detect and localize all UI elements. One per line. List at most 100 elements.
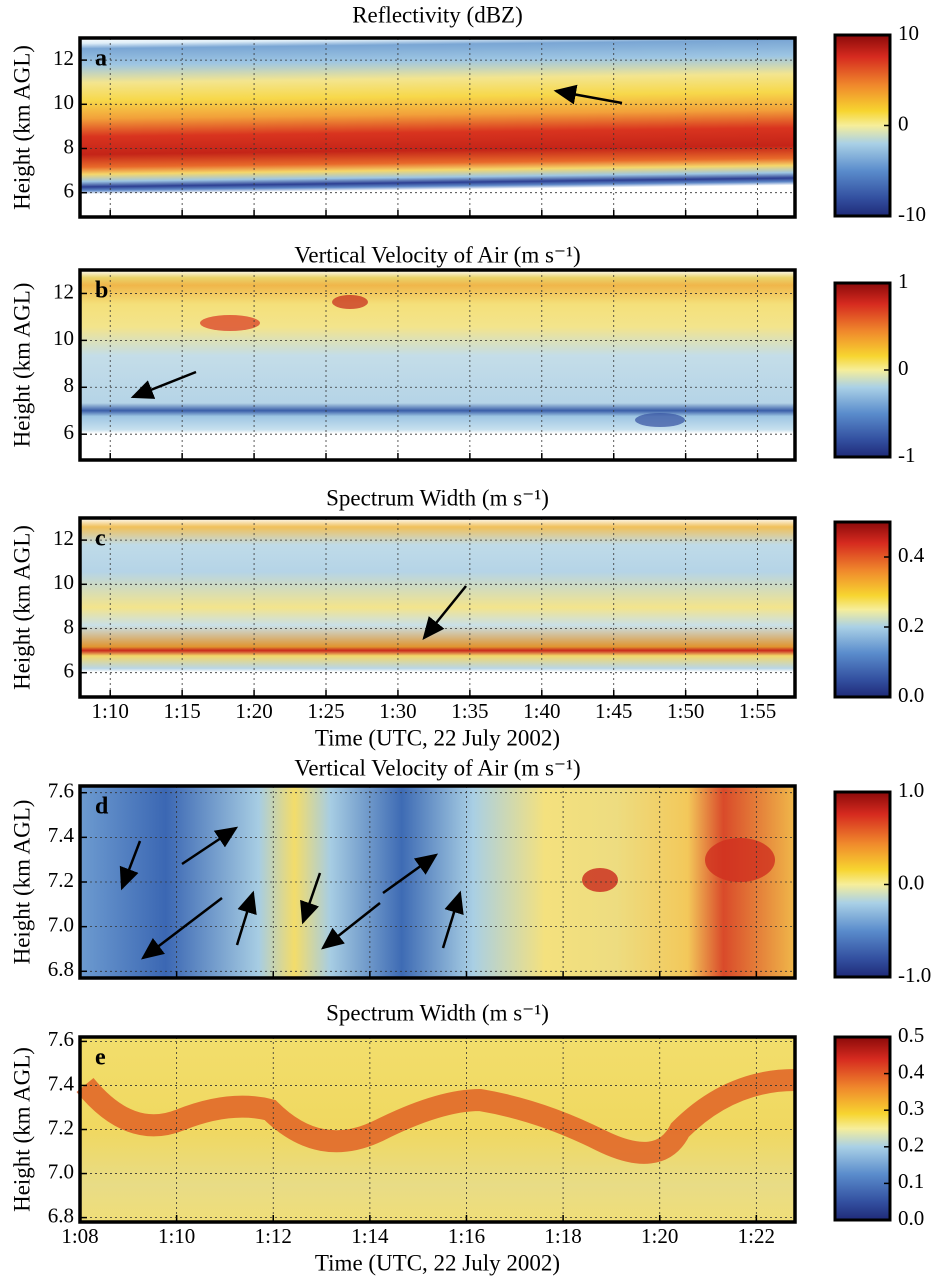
panel-title: Spectrum Width (m s⁻¹) — [326, 485, 549, 510]
y-tick-label: 10 — [53, 90, 74, 114]
y-tick-label: 7.2 — [48, 1115, 74, 1139]
colorbar-tick-label: -1.0 — [898, 963, 931, 987]
arrow — [181, 826, 239, 866]
colorbar-tick-label: 1 — [898, 269, 909, 293]
panel-title: Spectrum Width (m s⁻¹) — [326, 1000, 549, 1025]
colorbar — [833, 281, 892, 459]
y-tick-label: 7.4 — [48, 1071, 75, 1095]
x-tick-label: 1:35 — [451, 699, 488, 723]
colorbar-tick-label: 10 — [898, 21, 919, 45]
arrow — [441, 890, 464, 949]
x-tick-label: 1:40 — [523, 699, 560, 723]
colorbar-tick-label: 0 — [898, 111, 909, 135]
colorbar-tick-label: 0.0 — [898, 683, 924, 707]
y-tick-label: 8 — [64, 614, 75, 638]
colorbar-tick-label: 1.0 — [898, 778, 924, 802]
y-tick-label: 7.6 — [48, 779, 74, 803]
y-tick-label: 6 — [64, 420, 75, 444]
heatmap-field — [332, 295, 368, 309]
x-tick-label: 1:16 — [448, 1224, 485, 1248]
y-tick-label: 12 — [53, 46, 74, 70]
panel-title: Reflectivity (dBZ) — [352, 2, 523, 27]
x-tick-label: 1:22 — [738, 1224, 775, 1248]
colorbar — [833, 520, 892, 699]
arrow — [119, 840, 142, 891]
y-tick-label: 6.8 — [48, 957, 74, 981]
x-tick-label: 1:08 — [61, 1224, 98, 1248]
panel-title: Vertical Velocity of Air (m s⁻¹) — [294, 242, 580, 267]
colorbar-tick-label: 0.5 — [898, 1023, 924, 1047]
y-tick-label: 7.0 — [48, 1159, 74, 1183]
y-tick-label: 6 — [64, 659, 75, 683]
x-tick-label: 1:50 — [667, 699, 704, 723]
x-axis-label: Time (UTC, 22 July 2002) — [315, 1250, 560, 1275]
heatmap-field — [80, 38, 795, 217]
panel-label: b — [95, 278, 108, 304]
colorbar — [833, 790, 892, 979]
heatmap-field — [80, 518, 795, 697]
colorbar — [833, 33, 892, 218]
x-axis-label: Time (UTC, 22 July 2002) — [315, 725, 560, 750]
arrow — [235, 890, 257, 946]
arrow — [382, 853, 439, 895]
y-tick-label: 6.8 — [48, 1203, 74, 1227]
y-tick-label: 7.2 — [48, 868, 74, 892]
x-tick-label: 1:45 — [595, 699, 632, 723]
colorbar-tick-label: 0.4 — [898, 1059, 925, 1083]
y-tick-label: 10 — [53, 326, 74, 350]
x-tick-label: 1:20 — [235, 699, 272, 723]
y-tick-label: 12 — [53, 526, 74, 550]
colorbar-tick-label: 0.0 — [898, 1206, 924, 1230]
y-tick-label: 7.0 — [48, 912, 74, 936]
heatmap-field — [582, 868, 618, 892]
x-tick-label: 1:10 — [158, 1224, 195, 1248]
arrow — [422, 585, 467, 640]
y-axis-label: Height (km AGL) — [9, 1047, 34, 1212]
panel-label: d — [95, 794, 109, 820]
y-axis-label: Height (km AGL) — [9, 800, 34, 965]
heatmap-field — [635, 413, 685, 427]
colorbar — [833, 1035, 892, 1222]
x-tick-label: 1:25 — [307, 699, 344, 723]
panel-label: a — [95, 46, 107, 72]
heatmap-field — [80, 270, 795, 460]
y-axis-label: Height (km AGL) — [9, 45, 34, 210]
x-tick-label: 1:14 — [351, 1224, 389, 1248]
y-tick-label: 7.6 — [48, 1027, 74, 1051]
colorbar-tick-label: -10 — [898, 202, 926, 226]
x-tick-label: 1:55 — [739, 699, 776, 723]
y-tick-label: 12 — [53, 279, 74, 303]
colorbar-tick-label: 0.2 — [898, 613, 924, 637]
y-tick-label: 8 — [64, 134, 75, 158]
panel-label: e — [95, 1045, 106, 1071]
arrows — [119, 84, 623, 960]
x-tick-label: 1:20 — [641, 1224, 678, 1248]
x-tick-label: 1:15 — [163, 699, 200, 723]
arrow — [130, 370, 197, 399]
x-tick-label: 1:10 — [92, 699, 129, 723]
colorbar-tick-label: 0 — [898, 356, 909, 380]
heatmap-field — [76, 1069, 796, 1164]
plot-frame — [78, 1035, 797, 1224]
x-tick-label: 1:30 — [379, 699, 416, 723]
y-tick-label: 7.4 — [48, 823, 75, 847]
y-axis-label: Height (km AGL) — [9, 525, 34, 690]
heatmap-field — [200, 315, 260, 331]
colorbar-tick-label: -1 — [898, 443, 916, 467]
colorbar-tick-label: 0.0 — [898, 870, 924, 894]
panel-label: c — [95, 526, 106, 552]
y-tick-label: 6 — [64, 179, 75, 203]
colorbar-tick-label: 0.3 — [898, 1096, 924, 1120]
y-tick-label: 8 — [64, 373, 75, 397]
heatmap-field — [80, 786, 795, 978]
y-axis-label: Height (km AGL) — [9, 283, 34, 448]
arrow — [321, 902, 381, 950]
colorbar-tick-label: 0.2 — [898, 1133, 924, 1157]
y-tick-label: 10 — [53, 570, 74, 594]
colorbar-tick-label: 0.4 — [898, 543, 925, 567]
plot-frame — [78, 36, 797, 219]
arrow — [553, 84, 623, 105]
x-tick-label: 1:12 — [255, 1224, 292, 1248]
